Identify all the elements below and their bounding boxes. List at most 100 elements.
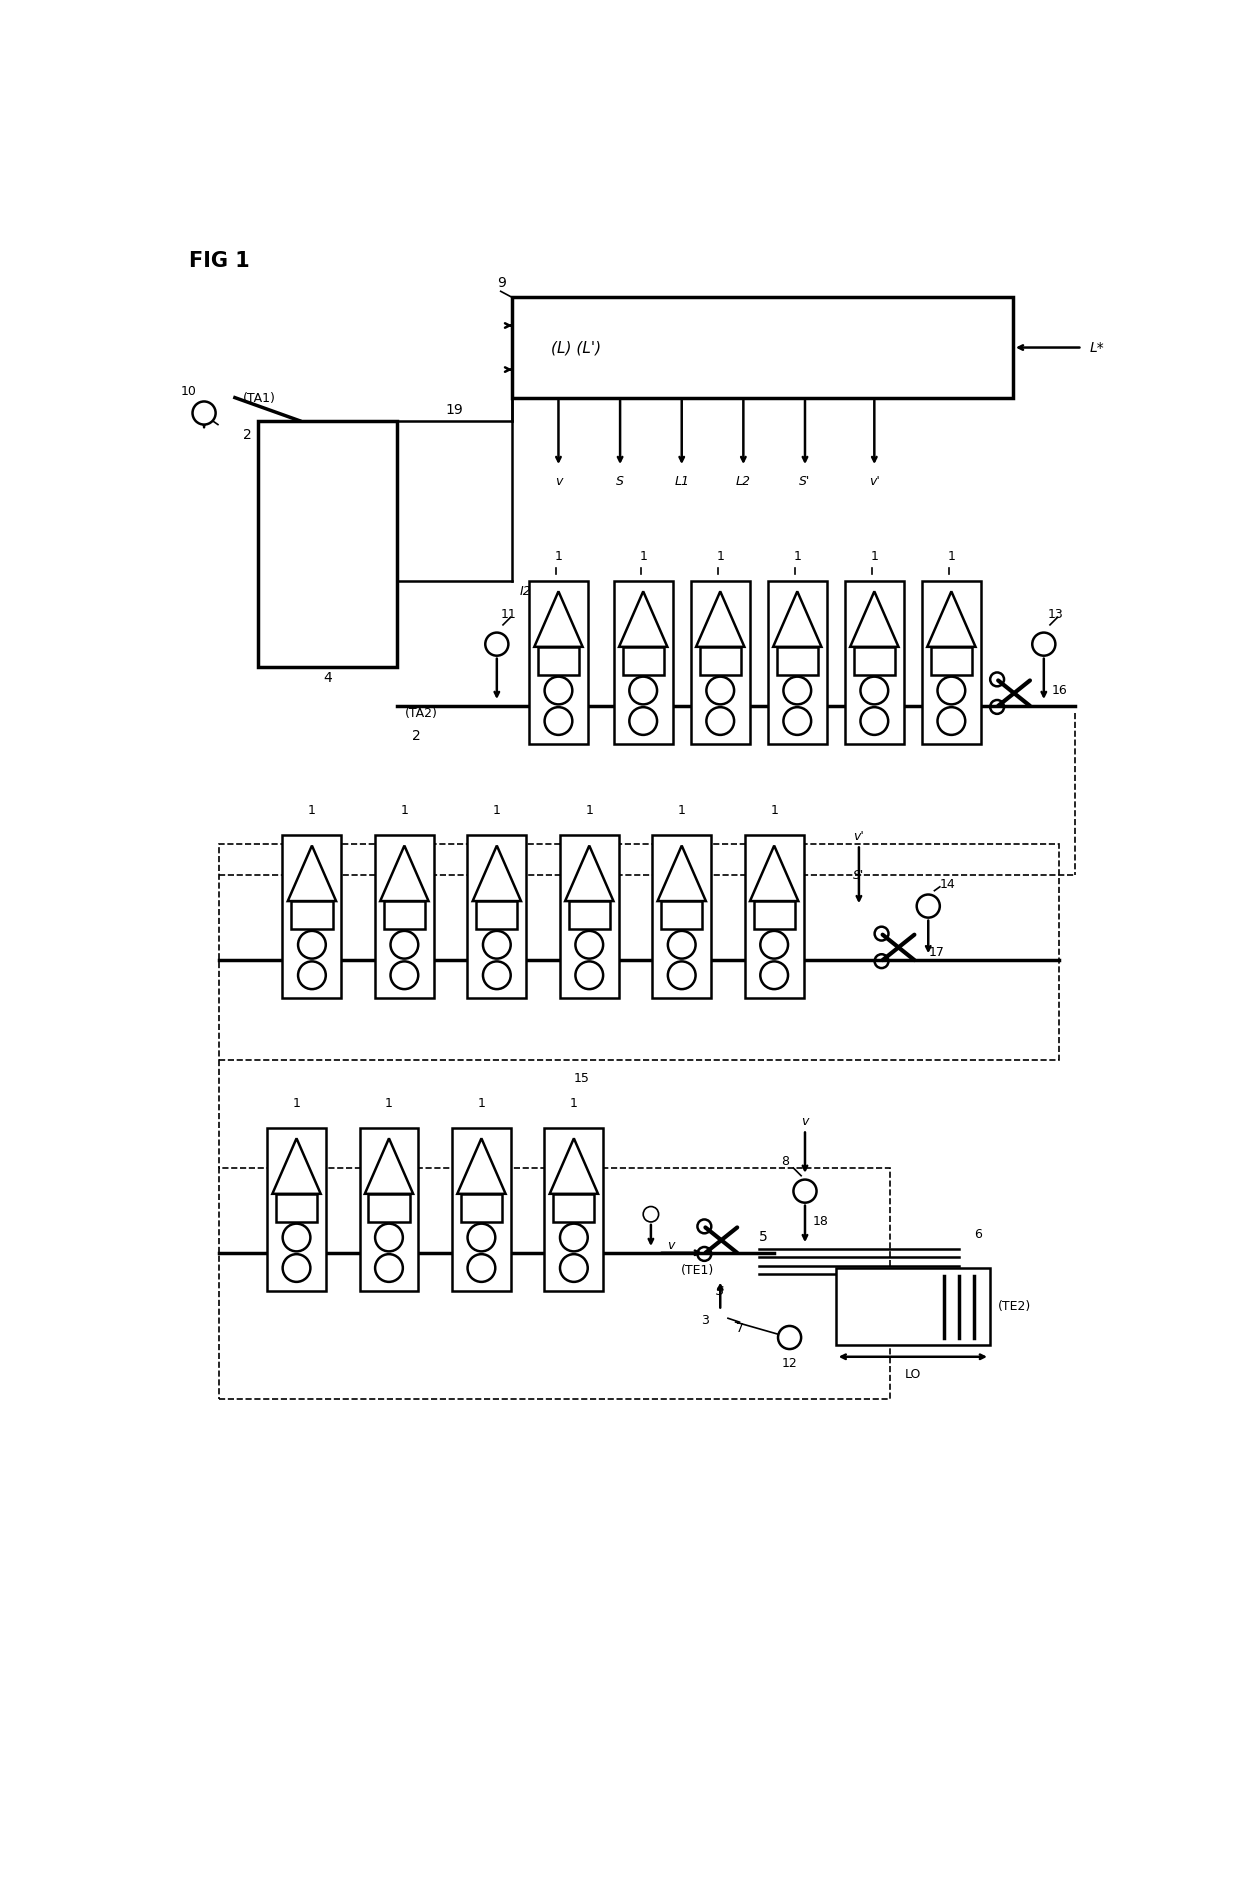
Circle shape (376, 1224, 403, 1251)
Bar (544, 1127, 604, 1291)
Bar (622, 646, 663, 675)
Text: 1: 1 (947, 549, 955, 563)
Bar (267, 1127, 326, 1291)
Text: 1: 1 (308, 804, 316, 817)
Text: 11: 11 (501, 608, 516, 622)
Circle shape (544, 677, 573, 705)
Circle shape (760, 962, 789, 989)
Text: 1: 1 (401, 804, 408, 817)
Circle shape (467, 1255, 495, 1281)
Bar (360, 1127, 418, 1291)
Bar (283, 835, 341, 998)
Bar (368, 1194, 409, 1222)
Text: 1: 1 (585, 804, 593, 817)
Circle shape (784, 707, 811, 736)
Circle shape (937, 677, 965, 705)
Circle shape (391, 931, 418, 958)
Circle shape (575, 962, 603, 989)
Text: 2: 2 (412, 728, 420, 743)
Bar (291, 901, 332, 930)
Text: FIG 1: FIG 1 (188, 251, 249, 272)
Text: 4: 4 (322, 671, 332, 684)
Text: 1: 1 (570, 1097, 578, 1110)
Text: 5: 5 (759, 1230, 768, 1245)
Text: 19: 19 (445, 403, 464, 416)
Circle shape (777, 1327, 801, 1350)
Text: v: v (801, 1116, 808, 1129)
Text: 14: 14 (940, 878, 956, 892)
Circle shape (482, 931, 511, 958)
Bar (569, 901, 610, 930)
Text: 2: 2 (243, 428, 252, 443)
Circle shape (560, 1224, 588, 1251)
Circle shape (916, 895, 940, 918)
Circle shape (644, 1207, 658, 1222)
Bar (559, 835, 619, 998)
Circle shape (668, 962, 696, 989)
Text: v': v' (869, 475, 879, 489)
Bar (776, 646, 818, 675)
Text: LO: LO (905, 1369, 921, 1382)
Text: 7: 7 (735, 1321, 744, 1335)
Text: L2: L2 (735, 475, 751, 489)
Bar (383, 901, 425, 930)
Circle shape (707, 707, 734, 736)
Text: v': v' (853, 831, 864, 844)
Bar (467, 835, 526, 998)
Text: 12: 12 (781, 1357, 797, 1371)
Text: 1: 1 (640, 549, 647, 563)
Circle shape (575, 931, 603, 958)
Circle shape (794, 1179, 817, 1203)
Bar (745, 835, 804, 998)
Bar (512, 297, 1013, 397)
Text: S: S (717, 1285, 724, 1298)
Text: 6: 6 (975, 1228, 982, 1241)
Circle shape (482, 962, 511, 989)
Bar (699, 646, 740, 675)
Text: 16: 16 (1052, 684, 1068, 698)
Circle shape (283, 1224, 310, 1251)
Circle shape (1032, 633, 1055, 656)
Text: 15: 15 (574, 1072, 589, 1085)
Bar (553, 1194, 594, 1222)
Text: 1: 1 (717, 549, 724, 563)
Circle shape (861, 677, 888, 705)
Text: (TA2): (TA2) (404, 707, 438, 720)
Text: (TE2): (TE2) (998, 1300, 1030, 1314)
Circle shape (560, 1255, 588, 1281)
Text: 8: 8 (781, 1156, 790, 1167)
Bar (451, 1127, 511, 1291)
Text: L1: L1 (675, 475, 689, 489)
Bar (661, 901, 702, 930)
Circle shape (485, 633, 508, 656)
Bar (921, 582, 981, 743)
Text: 1: 1 (386, 1097, 393, 1110)
Text: 9: 9 (497, 276, 506, 289)
Text: (TA1): (TA1) (243, 392, 275, 405)
Circle shape (630, 707, 657, 736)
Bar (219, 844, 1059, 1061)
Text: 1: 1 (293, 1097, 300, 1110)
Circle shape (192, 401, 216, 424)
Circle shape (630, 677, 657, 705)
Bar (768, 582, 827, 743)
Circle shape (298, 931, 326, 958)
Text: S': S' (853, 869, 864, 882)
Text: L*: L* (1090, 340, 1105, 354)
Bar (844, 582, 904, 743)
Circle shape (391, 962, 418, 989)
Bar (614, 582, 672, 743)
Text: 18: 18 (812, 1215, 828, 1228)
Text: S: S (616, 475, 624, 489)
Text: 1: 1 (770, 804, 779, 817)
Text: I2: I2 (520, 586, 532, 597)
Bar (538, 646, 579, 675)
Bar (836, 1268, 990, 1346)
Bar (754, 901, 795, 930)
Circle shape (467, 1224, 495, 1251)
Circle shape (668, 931, 696, 958)
Circle shape (760, 931, 789, 958)
Text: 1: 1 (477, 1097, 485, 1110)
Bar (461, 1194, 502, 1222)
Bar (652, 835, 712, 998)
